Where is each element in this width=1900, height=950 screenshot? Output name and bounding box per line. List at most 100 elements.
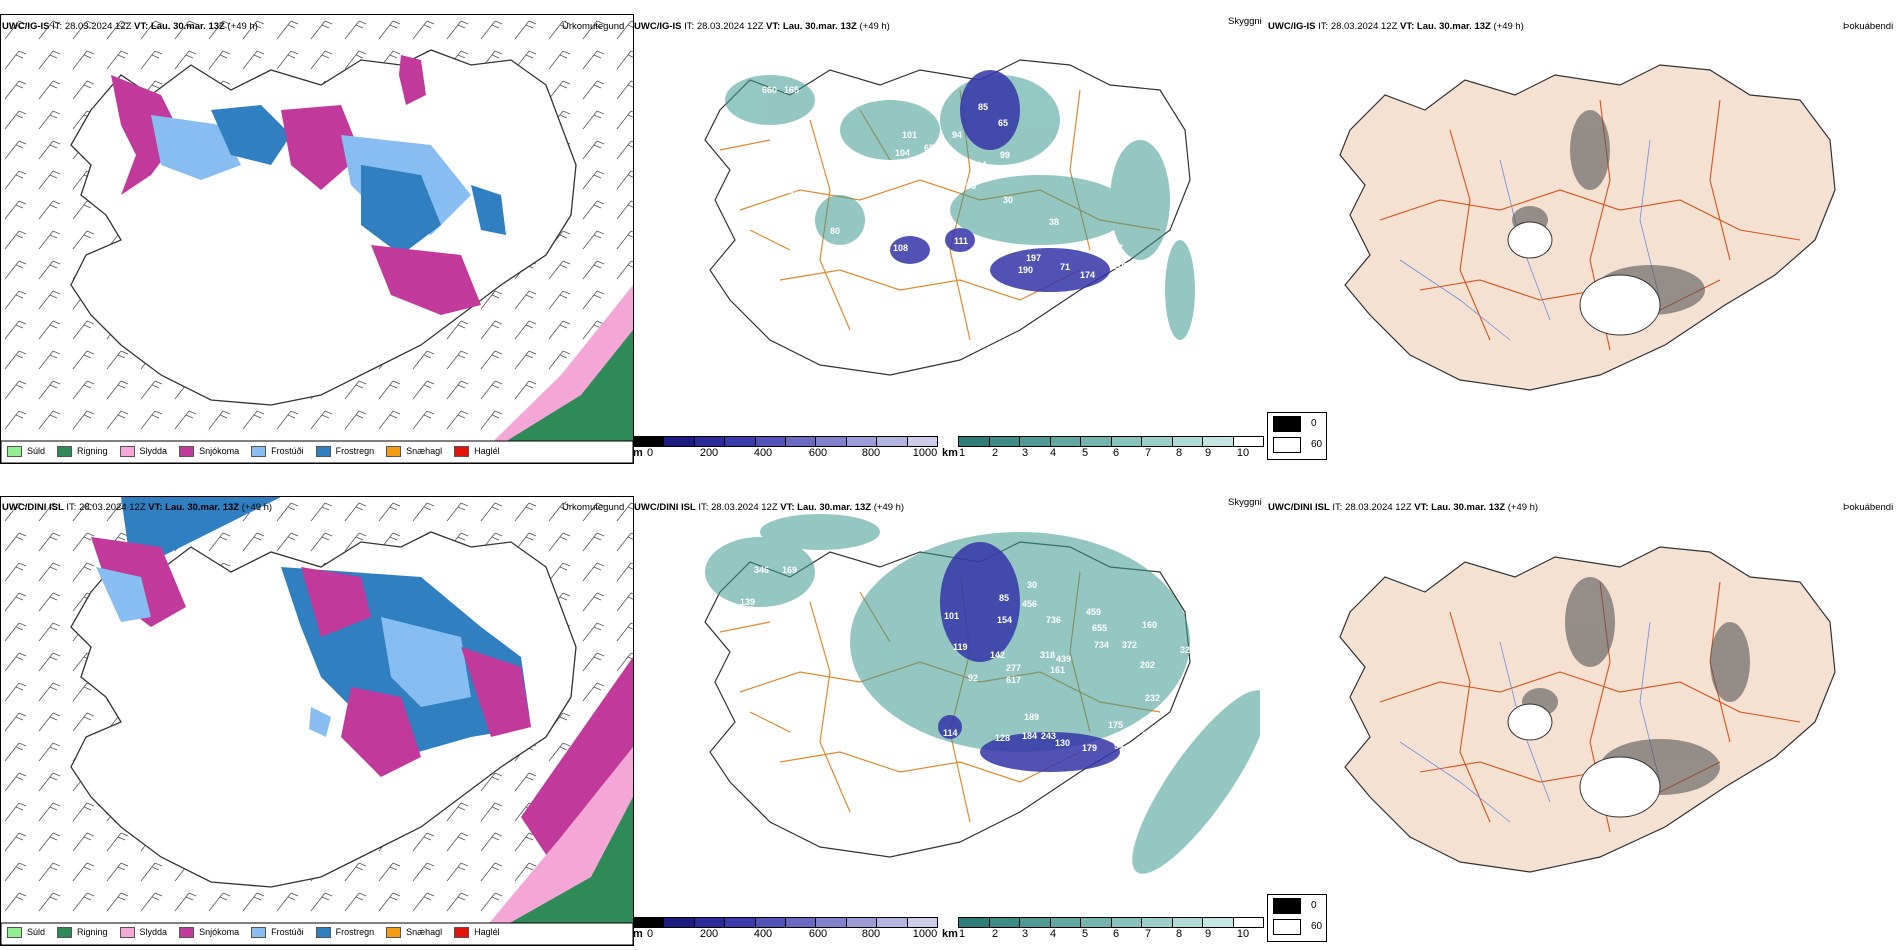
ceiling-label: 107 [1142,730,1158,740]
legend-item: Frostúði [251,926,304,938]
ceiling-label: 372 [1122,640,1138,650]
colorbar-tick: 200 [699,447,719,459]
legend-swatch [7,926,22,938]
ceiling-label: 734 [1094,640,1110,650]
colorbar-tick: 10 [1236,928,1250,940]
colorbar-tick: 4 [1049,928,1057,940]
legend-swatch [251,926,267,938]
legend-swatch [454,926,470,938]
colorbar-tick: 2 [991,928,999,940]
ceiling-label: 38 [1049,217,1060,227]
ceiling-label: 116 [1112,261,1127,271]
ceiling-label: 114 [943,728,958,738]
colorbar-tick: 3 [1021,928,1029,940]
colorbar-tick: 4 [1049,447,1057,459]
row2-fog-header: UWC/DINI ISL IT: 28.03.2024 12Z VT: Lau.… [1268,502,1539,513]
colorbar-tick: 1000 [912,447,938,459]
ceiling-colorbar-1: m 0 200 400 600 800 1000 [633,436,938,460]
legend-item: Frostúði [251,445,304,457]
legend-item: Slydda [119,926,167,938]
legend-item: Súld [7,445,45,457]
visibility-colorbar-2: km 1 2 3 4 5 6 7 8 9 10 [942,917,1264,941]
row1-precip-header: UWC/IG-IS IT: 28.03.2024 12Z VT: Lau. 30… [2,21,258,32]
fog-legend-row: 60 [1268,916,1326,937]
ceiling-label: 190 [1018,265,1034,275]
legend-swatch [454,445,470,457]
ceiling-label: 169 [782,565,798,575]
ceiling-label: 101 [902,130,918,140]
fog-legend-row: 0 [1268,895,1326,916]
colorbar-tick: 2 [991,447,999,459]
ceiling-label: 154 [997,615,1013,625]
colorbar-tick: 10 [1236,447,1250,459]
ceiling-label: 160 [1142,620,1158,630]
legend-item: Haglél [454,445,500,457]
legend-swatch [57,445,73,457]
legend-swatch [179,926,195,938]
ceiling-label: 318 [1040,650,1056,660]
legend-item: Frostregn [315,926,374,938]
legend-item: Rigning [57,926,108,938]
legend-swatch [57,926,73,938]
row2-precip-title: Úrkomutegund [562,502,625,513]
ceiling-label: 342 [813,120,829,130]
ceiling-label: 71 [1060,262,1071,272]
ceiling-label: 165 [784,85,800,95]
legend-item: Haglél [454,926,500,938]
legend-swatch [179,445,195,457]
colorbar-tick: 800 [861,447,881,459]
fog-map-2 [1300,522,1860,912]
ceiling-label: 161 [1050,665,1066,675]
colorbar-cells [633,917,938,928]
precip-type-map-1 [0,14,634,464]
legend-item: Súld [7,926,45,938]
ceiling-label: 439 [1056,654,1072,664]
colorbar-tick: 5 [1081,928,1089,940]
legend-swatch [315,926,331,938]
precip-legend-2: Súld Rigning Slydda Snjókoma Frostúði Fr… [7,925,627,939]
colorbar-tick: 6 [1112,928,1120,940]
ceiling-label: 104 [895,148,911,158]
ceiling-label: 94 [1114,741,1125,751]
ceiling-label: 300 [1172,706,1188,716]
ceiling-label: 130 [1055,738,1071,748]
ceiling-label: 128 [995,733,1011,743]
ceiling-label: 179 [1082,743,1098,753]
ceiling-label: 145 [990,170,1006,180]
legend-swatch [119,926,135,938]
colorbar-tick: 400 [753,447,773,459]
ceiling-label: 459 [1086,607,1102,617]
colorbar-tick: 1000 [912,928,938,940]
legend-item: Frostregn [315,445,374,457]
ceiling-label: 30 [1027,580,1038,590]
precip-legend-1: Súld Rigning Slydda Snjókoma Frostúði Fr… [7,444,627,458]
ceiling-label: 197 [1026,253,1042,263]
colorbar-unit: m [633,928,643,940]
row1-fog-header: UWC/IG-IS IT: 28.03.2024 12Z VT: Lau. 30… [1268,21,1524,32]
colorbar-tick: 5 [1081,447,1089,459]
ceiling-label: 175 [1108,720,1124,730]
ceiling-label: 143 [950,160,966,170]
colorbar-cells [958,436,1264,447]
row2-cloud-title: Skyggni [1228,497,1262,508]
ceiling-label: 167 [1108,243,1124,253]
colorbar-tick: 200 [699,928,719,940]
ceiling-label: 456 [1022,599,1038,609]
legend-item: Snjókoma [179,926,239,938]
ceiling-label: 321 [1180,645,1196,655]
colorbar-tick: 0 [646,928,654,940]
precip-type-map-2 [0,496,634,946]
row2-precip-header: UWC/DINI ISL IT: 28.03.2024 12Z VT: Lau.… [2,502,273,513]
ceiling-label: 655 [1092,623,1108,633]
ceiling-label: 94 [952,130,963,140]
legend-swatch [315,445,331,457]
ceiling-label: 184 [1022,731,1038,741]
colorbar-tick: 3 [1021,447,1029,459]
fog-map-1 [1300,40,1860,430]
ceiling-label: 85 [999,593,1010,603]
ceiling-label: 736 [1046,615,1062,625]
row2-cloud-header: UWC/DINI ISL IT: 28.03.2024 12Z VT: Lau.… [634,502,905,513]
ceiling-label: 80 [830,226,841,236]
ceiling-label: 277 [1006,663,1022,673]
fog-legend-row: 0 [1268,413,1326,434]
